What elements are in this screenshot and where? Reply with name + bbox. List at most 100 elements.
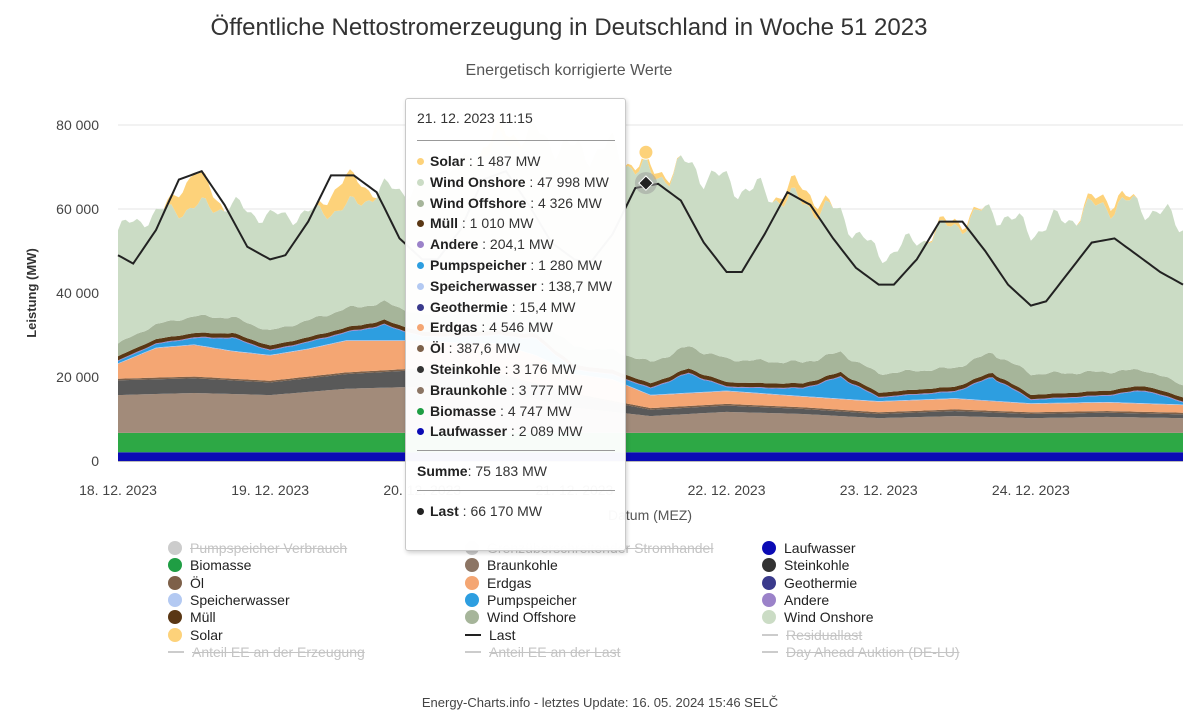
legend-item[interactable]: Braunkohle [465, 557, 558, 573]
legend-symbol [168, 558, 182, 573]
legend-label: Anteil EE an der Last [489, 643, 621, 660]
credit-line[interactable]: Energy-Charts.info - letztes Update: 16.… [421, 695, 779, 710]
tooltip-row: Laufwasser : 2 089 MW [417, 421, 615, 442]
legend-item[interactable]: Day Ahead Auktion (DE-LU) [762, 644, 960, 660]
tooltip-swatch [417, 241, 424, 249]
area-steinkohle [118, 369, 1183, 419]
legend-label: Laufwasser [784, 540, 856, 556]
tooltip-row: Braunkohle : 3 777 MW [417, 380, 615, 401]
tooltip-series-value: : 3 777 MW [507, 381, 583, 398]
tooltip-row: Pumpspeicher : 1 280 MW [417, 255, 615, 276]
tooltip-row: Solar : 1 487 MW [417, 151, 615, 172]
legend-item[interactable]: Wind Onshore [762, 609, 873, 625]
tooltip-last-label: Last [430, 502, 459, 519]
tooltip-series-name: Pumpspeicher [430, 256, 527, 273]
legend-label: Day Ahead Auktion (DE-LU) [786, 643, 960, 660]
tooltip-last-value: 66 170 MW [470, 502, 543, 519]
tooltip-swatch [417, 220, 424, 228]
y-tick-label: 20 000 [56, 369, 99, 385]
tooltip-divider [417, 140, 615, 141]
legend-symbol [465, 610, 479, 625]
legend-item[interactable]: Anteil EE an der Last [465, 644, 621, 660]
legend-label: Wind Onshore [784, 609, 874, 626]
legend-item[interactable]: Wind Offshore [465, 609, 576, 625]
legend-label: Geothermie [784, 574, 858, 591]
legend-item[interactable]: Speicherwasser [168, 592, 290, 608]
tooltip-series-value: : 1 010 MW [458, 215, 534, 232]
chart-tooltip: 21. 12. 2023 11:15 Solar : 1 487 MW Wind … [405, 98, 626, 551]
y-tick-label: 80 000 [56, 117, 99, 133]
legend-item[interactable]: Öl [168, 575, 204, 591]
tooltip-series-value: : 47 998 MW [525, 173, 609, 190]
y-tick-label: 60 000 [56, 201, 99, 217]
hover-marker-solar [638, 144, 654, 160]
legend-label: Speicherwasser [190, 591, 290, 608]
legend-item[interactable]: Residuallast [762, 627, 862, 643]
tooltip-divider [417, 489, 615, 491]
tooltip-row: Müll : 1 010 MW [417, 213, 615, 234]
tooltip-swatch [417, 199, 424, 207]
hover-marker-last [638, 175, 654, 191]
tooltip-series-name: Müll [430, 215, 458, 232]
legend-item[interactable]: Biomasse [168, 557, 251, 573]
tooltip-swatch [417, 282, 424, 290]
chart-title: Öffentliche Nettostromerzeugung in Deuts… [210, 14, 928, 41]
legend-item[interactable]: Andere [762, 592, 829, 608]
legend-item[interactable]: Pumpspeicher [465, 592, 577, 608]
tooltip-series-name: Wind Onshore [430, 173, 526, 190]
area-pumpspeicher [118, 324, 1183, 405]
area-laufwasser [118, 452, 1183, 461]
tooltip-series-name: Geothermie [430, 298, 508, 315]
tooltip-swatch [417, 345, 424, 353]
legend-symbol [762, 575, 776, 590]
legend-symbol [168, 541, 182, 555]
tooltip-series-value: : 3 176 MW [500, 360, 577, 377]
legend-label: Müll [190, 609, 216, 626]
legend-symbol [465, 575, 479, 590]
area-braunkohle [118, 386, 1183, 433]
tooltip-series-name: Biomasse [430, 402, 497, 419]
legend-label: Erdgas [487, 574, 532, 591]
tooltip-series-name: Öl [430, 340, 445, 357]
legend-label: Pumpspeicher Verbrauch [190, 540, 348, 556]
tooltip-series-value: : 1 280 MW [526, 256, 602, 273]
tooltip-swatch [417, 324, 424, 332]
tooltip-series-value: : 15,4 MW [507, 298, 576, 315]
tooltip-row: Biomasse : 4 747 MW [417, 401, 615, 422]
tooltip-swatch [417, 365, 424, 373]
legend-symbol [168, 627, 182, 642]
legend-label: Braunkohle [487, 557, 558, 574]
tooltip-row: Wind Offshore : 4 326 MW [417, 193, 615, 214]
legend-symbol [465, 633, 481, 636]
legend-label: Andere [784, 591, 830, 608]
tooltip-swatch [417, 261, 424, 269]
legend-item[interactable]: Müll [168, 609, 216, 625]
x-tick-label: 19. 12. 2023 [231, 482, 309, 498]
tooltip-row: Erdgas : 4 546 MW [417, 317, 615, 338]
area-erdgas [118, 340, 1183, 413]
legend-item[interactable]: Solar [168, 627, 223, 643]
x-tick-label: 22. 12. 2023 [688, 482, 766, 498]
legend-symbol [168, 575, 182, 590]
x-axis-title: Datum (MEZ) [608, 507, 692, 523]
legend-symbol [762, 558, 776, 573]
legend-item[interactable]: Pumpspeicher Verbrauch [168, 540, 347, 556]
legend-item[interactable]: Steinkohle [762, 557, 849, 573]
legend-label: Steinkohle [784, 557, 850, 574]
x-tick-label: 18. 12. 2023 [79, 482, 157, 498]
tooltip-divider [417, 450, 615, 452]
legend-symbol [168, 610, 182, 625]
legend-label: Last [489, 626, 516, 643]
legend-symbol [762, 541, 776, 555]
tooltip-rows: Solar : 1 487 MW Wind Onshore : 47 998 MW… [417, 151, 615, 442]
tooltip-sum-value: 75 183 MW [475, 463, 547, 480]
tooltip-row: Andere : 204,1 MW [417, 234, 615, 255]
legend-item[interactable]: Geothermie [762, 575, 857, 591]
legend-item[interactable]: Last [465, 627, 515, 643]
legend-item[interactable]: Anteil EE an der Erzeugung [168, 644, 365, 660]
x-tick-label: 24. 12. 2023 [992, 482, 1070, 498]
legend-item[interactable]: Laufwasser [762, 540, 856, 556]
legend-item[interactable]: Erdgas [465, 575, 531, 591]
tooltip-swatch [417, 386, 424, 394]
